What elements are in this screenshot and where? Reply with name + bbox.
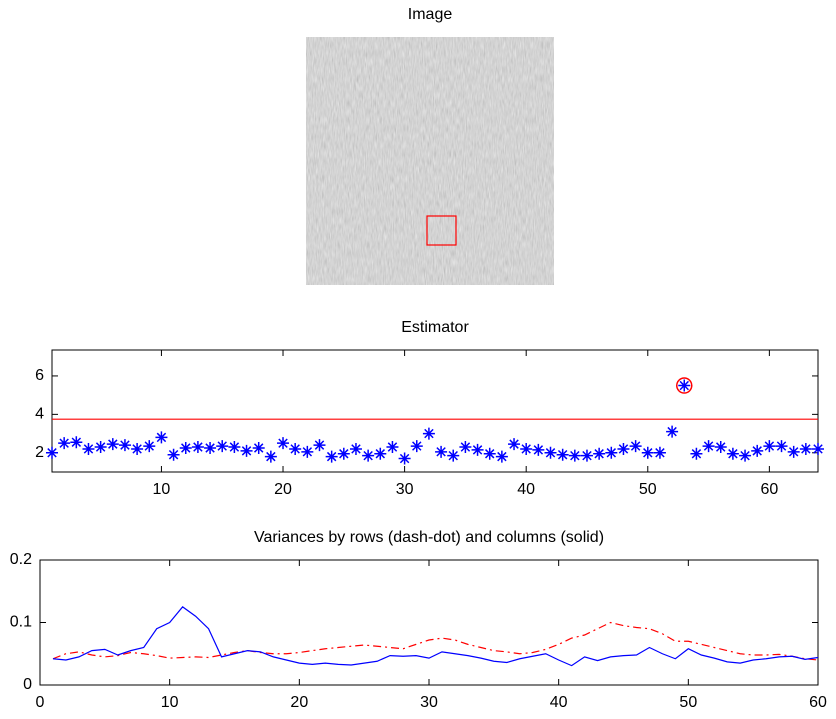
star-marker (690, 447, 703, 460)
highlight-circle (676, 377, 693, 394)
star-marker (520, 442, 533, 455)
x-tick-label: 10 (153, 481, 171, 498)
star-marker (580, 449, 593, 462)
star-marker (435, 445, 448, 458)
chart-title: Variances by rows (dash-dot) and columns… (254, 529, 604, 546)
star-marker (337, 447, 350, 460)
star-marker (799, 442, 812, 455)
x-tick-label: 40 (550, 694, 568, 711)
star-marker (471, 443, 484, 456)
star-marker (678, 379, 691, 392)
x-tick-label: 30 (396, 481, 414, 498)
star-marker (325, 450, 338, 463)
star-marker (179, 441, 192, 454)
x-tick-label: 20 (274, 481, 292, 498)
star-marker (362, 449, 375, 462)
y-tick-label: 2 (35, 444, 44, 461)
star-marker (812, 442, 824, 455)
x-tick-label: 50 (639, 481, 657, 498)
star-marker (410, 440, 423, 453)
star-marker (398, 452, 411, 465)
star-marker (568, 449, 581, 462)
series-line (52, 621, 819, 661)
x-tick-label: 30 (420, 694, 438, 711)
star-marker (155, 431, 168, 444)
plot-frame (51, 349, 819, 473)
star-marker (702, 440, 715, 453)
star-marker (629, 440, 642, 453)
star-marker (775, 440, 788, 453)
star-marker (191, 441, 204, 454)
star-marker (726, 447, 739, 460)
y-tick-label: 0.1 (10, 614, 32, 631)
star-marker (94, 441, 107, 454)
star-marker (666, 425, 679, 438)
star-marker (216, 440, 229, 453)
star-marker (204, 441, 217, 454)
star-marker (739, 449, 752, 462)
x-tick-label: 50 (679, 694, 697, 711)
star-marker (714, 441, 727, 454)
star-marker (143, 440, 156, 453)
star-marker (617, 442, 630, 455)
star-marker (58, 437, 71, 450)
series-line (52, 606, 819, 667)
star-marker (70, 436, 83, 449)
star-marker (653, 446, 666, 459)
x-tick-label: 10 (161, 694, 179, 711)
star-marker (289, 442, 302, 455)
star-marker (787, 445, 800, 458)
y-tick-label: 4 (35, 406, 44, 423)
y-tick-label: 0.2 (10, 551, 32, 568)
star-marker (447, 449, 460, 462)
image (306, 37, 554, 285)
x-tick-label: 0 (36, 694, 45, 711)
star-marker (641, 446, 654, 459)
star-marker (313, 439, 326, 452)
star-marker (349, 442, 362, 455)
star-marker (240, 444, 253, 457)
star-marker (593, 447, 606, 460)
star-marker (605, 446, 618, 459)
star-marker (46, 446, 58, 459)
x-tick-label: 60 (760, 481, 778, 498)
star-marker (374, 447, 387, 460)
star-marker (508, 438, 521, 451)
star-marker (252, 441, 265, 454)
plot-frame (39, 559, 819, 686)
y-tick-label: 6 (35, 367, 44, 384)
star-marker (386, 441, 399, 454)
x-tick-label: 40 (517, 481, 535, 498)
x-tick-label: 20 (290, 694, 308, 711)
star-marker (751, 444, 764, 457)
chart-title: Image (408, 6, 453, 23)
star-marker (106, 438, 119, 451)
star-marker (301, 445, 314, 458)
chart-title: Estimator (401, 319, 469, 336)
x-tick-label: 60 (809, 694, 827, 711)
star-marker (82, 442, 95, 455)
region-box (426, 215, 457, 246)
star-marker (228, 441, 241, 454)
star-marker (763, 440, 776, 453)
star-marker (131, 442, 144, 455)
star-marker (167, 448, 180, 461)
star-marker (422, 427, 435, 440)
star-marker (495, 450, 508, 463)
star-marker (118, 439, 131, 452)
star-marker (483, 447, 496, 460)
star-marker (277, 437, 290, 450)
star-marker (544, 446, 557, 459)
star-marker (556, 448, 569, 461)
star-marker (532, 443, 545, 456)
y-tick-label: 0 (23, 676, 32, 693)
star-marker (459, 441, 472, 454)
star-marker (264, 450, 277, 463)
